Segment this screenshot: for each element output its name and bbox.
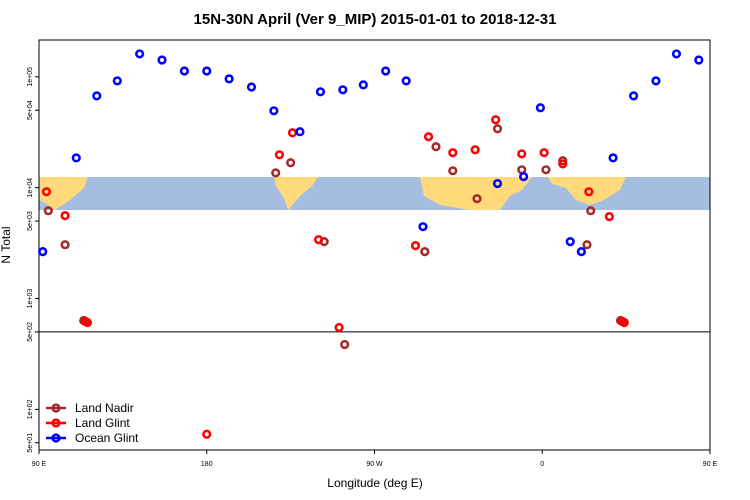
point [202, 429, 212, 439]
y-tick-label: 5e+01 [27, 433, 34, 453]
point [334, 322, 344, 333]
point [286, 158, 296, 168]
x-tick-label: 90 E [703, 461, 718, 468]
plot-frame [38, 39, 711, 451]
point [541, 165, 551, 175]
point [671, 49, 682, 59]
legend-label: Land Glint [75, 416, 130, 430]
legend-marker [51, 418, 61, 428]
point [423, 132, 434, 142]
point [472, 194, 482, 204]
y-tick-label: 5e+03 [27, 211, 34, 231]
point [287, 128, 298, 138]
point [112, 76, 122, 86]
point [82, 317, 93, 328]
point [271, 168, 281, 178]
y-tick-label: 1e+02 [27, 399, 34, 419]
point [491, 115, 501, 125]
point [358, 80, 368, 90]
point [418, 222, 428, 232]
point [157, 55, 167, 65]
point [92, 91, 102, 101]
point [584, 187, 594, 197]
point [295, 127, 305, 137]
legend-marker [51, 403, 61, 413]
x-axis-label: Longitude (deg E) [327, 476, 422, 490]
y-tick-label: 1e+05 [27, 67, 34, 87]
point [71, 153, 81, 163]
point [401, 76, 411, 86]
y-tick-label: 5e+02 [27, 322, 34, 342]
point [420, 247, 430, 257]
point [586, 206, 596, 216]
point [60, 240, 70, 250]
point [519, 171, 529, 182]
point [619, 317, 629, 328]
x-tick-label: 90 E [32, 461, 47, 468]
point [694, 55, 704, 65]
point [43, 206, 53, 216]
x-tick-label: 90 W [366, 461, 383, 468]
point [431, 142, 441, 152]
point [38, 247, 48, 257]
point [274, 150, 285, 160]
y-tick-label: 1e+03 [27, 289, 34, 309]
point [41, 187, 52, 197]
point [492, 178, 503, 189]
point [313, 235, 324, 245]
point [492, 124, 503, 134]
point [410, 241, 421, 251]
x-tick-label: 180 [201, 461, 213, 468]
point [202, 66, 212, 76]
point [135, 49, 145, 59]
point [651, 76, 661, 86]
x-tick-label: 0 [540, 461, 544, 468]
point [517, 149, 527, 159]
legend-label: Ocean Glint [75, 431, 139, 445]
point [60, 211, 70, 221]
point [179, 66, 189, 76]
point [381, 66, 391, 76]
point [224, 74, 234, 84]
point [315, 87, 326, 97]
y-axis-label: N Total [0, 226, 13, 263]
legend-label: Land Nadir [75, 401, 134, 415]
y-tick-label: 1e+04 [27, 178, 34, 198]
point [535, 103, 545, 113]
point [604, 212, 614, 222]
point [565, 237, 575, 247]
y-tick-label: 5e+04 [27, 100, 34, 120]
point [448, 166, 458, 176]
point [340, 339, 350, 350]
legend-marker [51, 433, 61, 443]
point [448, 148, 458, 158]
point [539, 148, 549, 158]
chart-title: 15N-30N April (Ver 9_MIP) 2015-01-01 to … [194, 11, 557, 28]
point [608, 153, 618, 163]
point [576, 247, 586, 257]
point [338, 85, 348, 95]
point [470, 145, 480, 155]
point [558, 159, 568, 169]
point [582, 240, 592, 250]
map-band [39, 177, 710, 210]
point [269, 106, 279, 116]
point [246, 82, 257, 92]
point [628, 91, 639, 101]
